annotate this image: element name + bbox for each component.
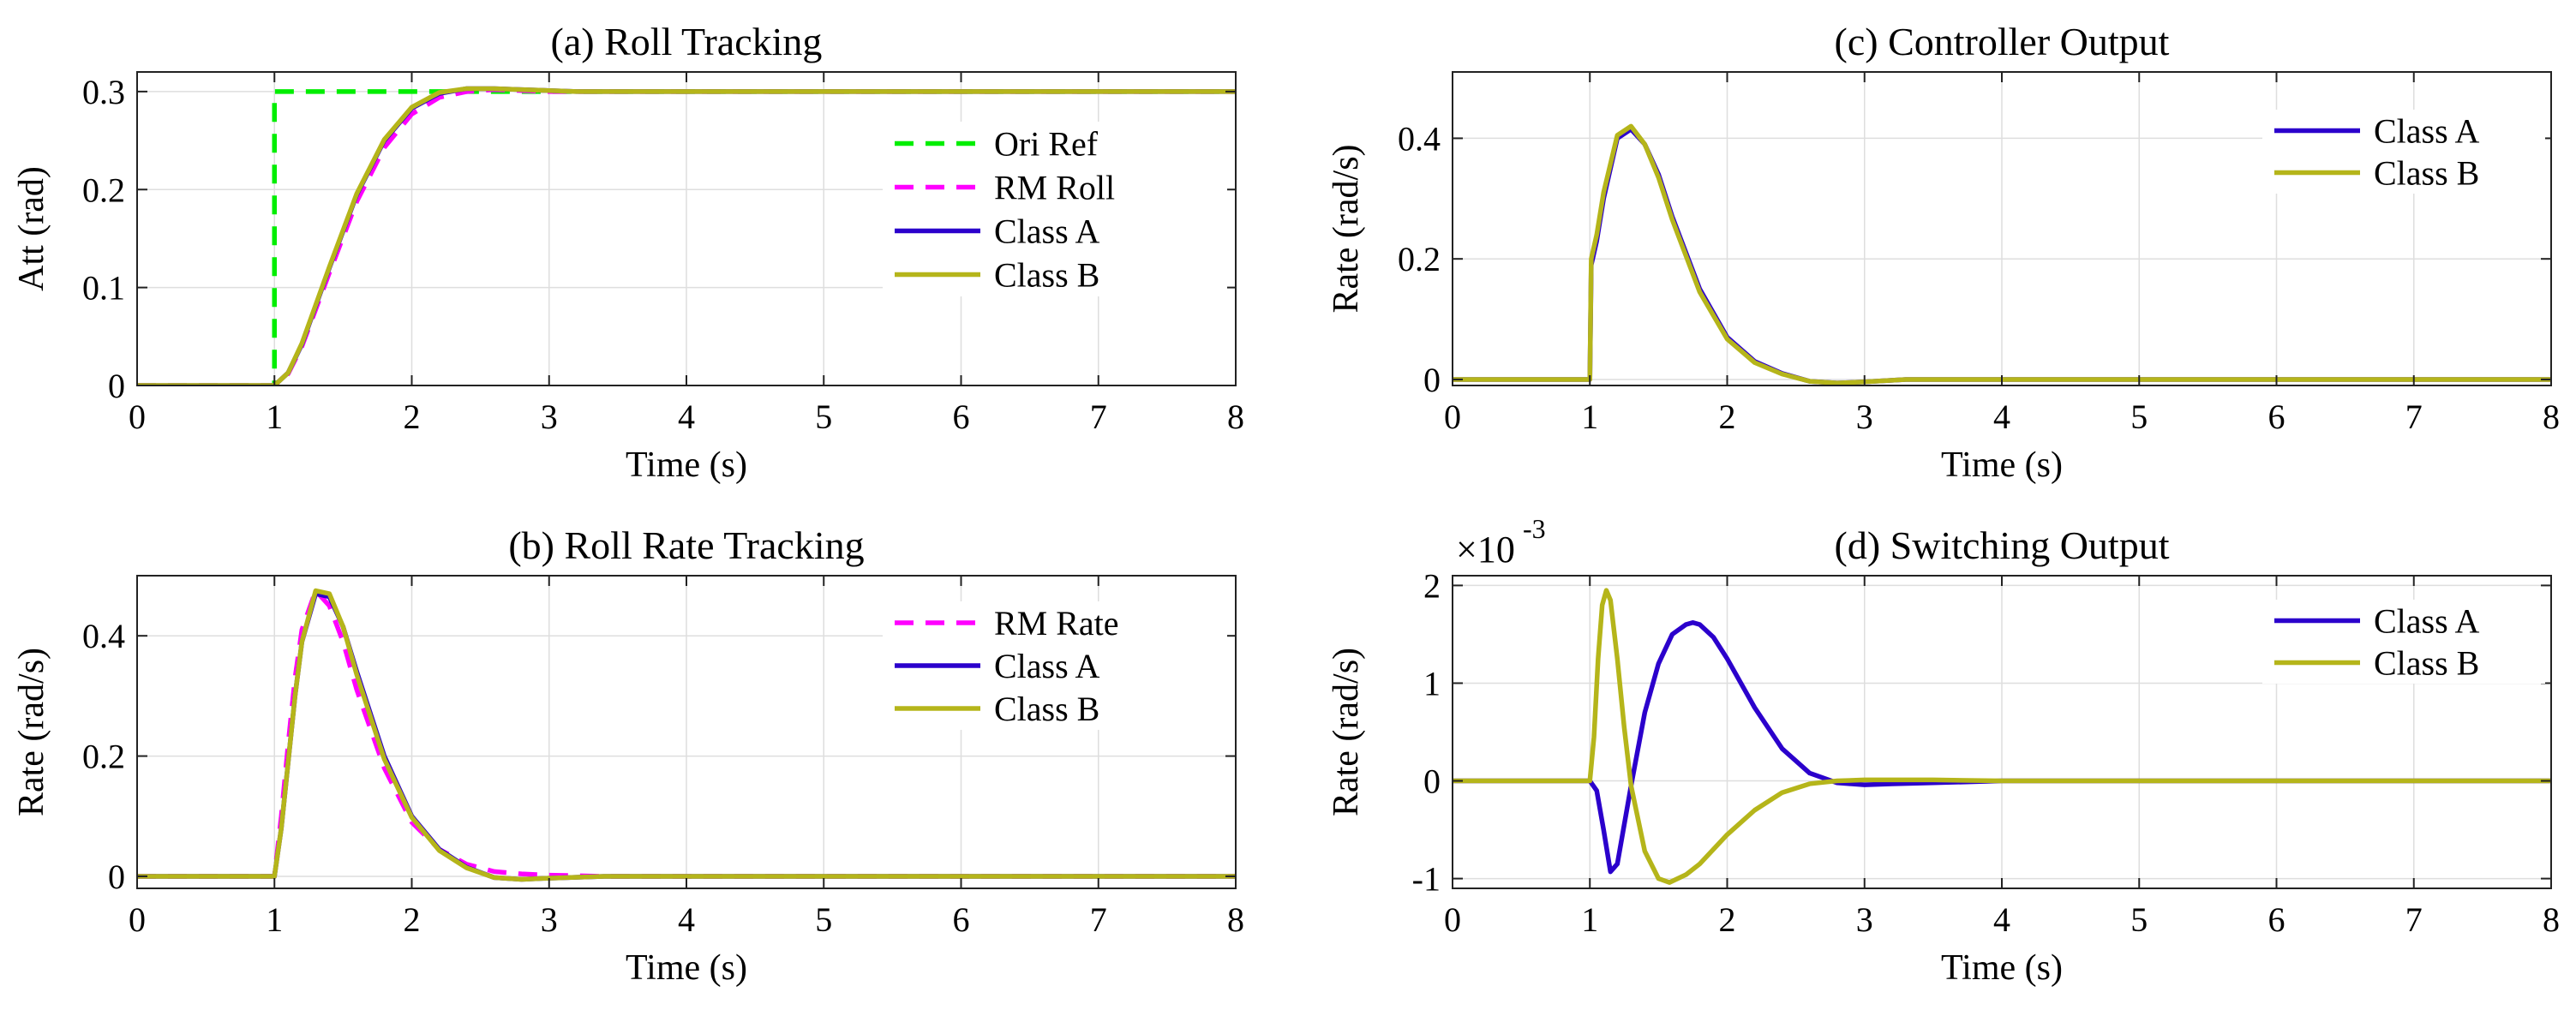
x-tick-label: 3: [1856, 900, 1873, 939]
x-tick-label: 7: [1090, 900, 1107, 939]
legend-label: Class B: [2374, 154, 2479, 193]
chart-b: 0 1 2 3 4 5 6 7 8 0 0.2 0.4 (b) Roll Rate Tracking Ti…: [12, 523, 1244, 988]
legend-label: Class B: [2374, 644, 2479, 683]
x-tick-label: 4: [1993, 397, 2010, 436]
y-tick-label: 0: [1423, 762, 1441, 801]
series-line-class-b: [1453, 588, 2551, 885]
series-group: [137, 86, 1236, 385]
legend-label: RM Roll: [994, 169, 1115, 207]
y-axis-label: Rate (rad/s): [1327, 144, 1366, 313]
x-tick-label: 2: [404, 397, 421, 436]
x-tick-label: 5: [2130, 900, 2148, 939]
y-tick-label: 0: [108, 858, 125, 896]
x-tick-label: 2: [404, 900, 421, 939]
x-tick-label: 3: [1856, 397, 1873, 436]
legend-label: Class A: [994, 212, 1099, 251]
x-tick-label: 0: [129, 900, 146, 939]
series-line-class-a: [1453, 620, 2551, 875]
legend-box: [883, 122, 1227, 296]
y-tick-label: 0.2: [82, 170, 125, 209]
legend-label: RM Rate: [994, 604, 1119, 642]
legend-label: Class A: [2374, 112, 2479, 151]
y-tick-label: 1: [1423, 664, 1441, 702]
legend-box: [2262, 110, 2545, 194]
y-axis-label: Rate (rad/s): [1327, 648, 1366, 816]
y-tick-label: 0.2: [1398, 240, 1441, 278]
x-tick-label: 0: [129, 397, 146, 436]
y-tick-label: 2: [1423, 566, 1441, 605]
x-tick-label: 7: [2405, 397, 2423, 436]
y-tick-label: 0: [108, 367, 125, 405]
chart-c: 0 1 2 3 4 5 6 7 8 0 0.2 0.4 (c) Controller Output Tim…: [1327, 20, 2560, 485]
x-tick-label: 3: [541, 397, 558, 436]
exponent-power: -3: [1523, 513, 1546, 544]
y-tick-label: 0.4: [1398, 119, 1441, 158]
series-group: [137, 588, 1236, 882]
x-axis-label: Time (s): [626, 948, 747, 988]
series-line-class-b: [137, 86, 1236, 385]
exponent-label: ×10: [1456, 529, 1515, 571]
y-tick-label: 0.3: [82, 73, 125, 111]
x-tick-label: 6: [953, 397, 970, 436]
series-group: [1453, 123, 2551, 385]
chart-title: (b) Roll Rate Tracking: [508, 523, 864, 567]
x-tick-label: 6: [2268, 900, 2285, 939]
x-axis-label: Time (s): [626, 445, 747, 485]
series-line-class-b: [137, 588, 1236, 882]
x-tick-label: 4: [678, 900, 695, 939]
series-line-class-b: [1453, 123, 2551, 385]
x-tick-label: 5: [815, 397, 832, 436]
x-tick-label: 8: [2543, 900, 2560, 939]
x-tick-label: 3: [541, 900, 558, 939]
series-group: [1453, 588, 2551, 885]
y-axis-label: Rate (rad/s): [12, 648, 51, 816]
legend: Ori Ref RM Roll Class A Class B: [883, 122, 1227, 296]
y-tick-label: 0.4: [82, 617, 125, 655]
legend-label: Class A: [2374, 602, 2479, 641]
y-tick-label: 0.1: [82, 269, 125, 308]
x-axis-label: Time (s): [1941, 948, 2063, 988]
legend-label: Class A: [994, 647, 1099, 685]
x-tick-label: 1: [266, 397, 283, 436]
legend-label: Class B: [994, 690, 1099, 728]
chart-title: (d) Switching Output: [1835, 523, 2170, 567]
x-tick-label: 8: [1227, 900, 1244, 939]
legend: RM Rate Class A Class B: [883, 601, 1227, 730]
x-tick-label: 5: [2130, 397, 2148, 436]
series-line-rm-rate: [137, 588, 1236, 879]
y-axis-label: Att (rad): [12, 166, 51, 291]
x-tick-label: 6: [2268, 397, 2285, 436]
x-tick-label: 2: [1719, 397, 1736, 436]
y-tick-label: 0: [1423, 361, 1441, 399]
x-tick-label: 8: [1227, 397, 1244, 436]
x-tick-label: 5: [815, 900, 832, 939]
x-tick-label: 0: [1444, 900, 1461, 939]
x-tick-label: 8: [2543, 397, 2560, 436]
legend-box: [2262, 600, 2545, 684]
x-tick-label: 0: [1444, 397, 1461, 436]
x-tick-label: 1: [266, 900, 283, 939]
x-tick-label: 4: [678, 397, 695, 436]
y-tick-label: 0.2: [82, 738, 125, 776]
x-tick-label: 4: [1993, 900, 2010, 939]
x-tick-label: 1: [1581, 900, 1598, 939]
y-tick-label: -1: [1412, 860, 1441, 899]
chart-title: (a) Roll Tracking: [551, 20, 823, 63]
chart-title: (c) Controller Output: [1835, 20, 2170, 63]
chart-a: 0 1 2 3 4 5 6 7 8 0 0.1 0.2 0.3 (a) Roll Tracking Time…: [12, 20, 1244, 485]
x-tick-label: 2: [1719, 900, 1736, 939]
legend-label: Ori Ref: [994, 125, 1099, 164]
x-tick-label: 7: [2405, 900, 2423, 939]
x-tick-label: 6: [953, 900, 970, 939]
x-tick-label: 1: [1581, 397, 1598, 436]
x-tick-label: 7: [1090, 397, 1107, 436]
x-axis-label: Time (s): [1941, 445, 2063, 485]
legend-label: Class B: [994, 256, 1099, 295]
